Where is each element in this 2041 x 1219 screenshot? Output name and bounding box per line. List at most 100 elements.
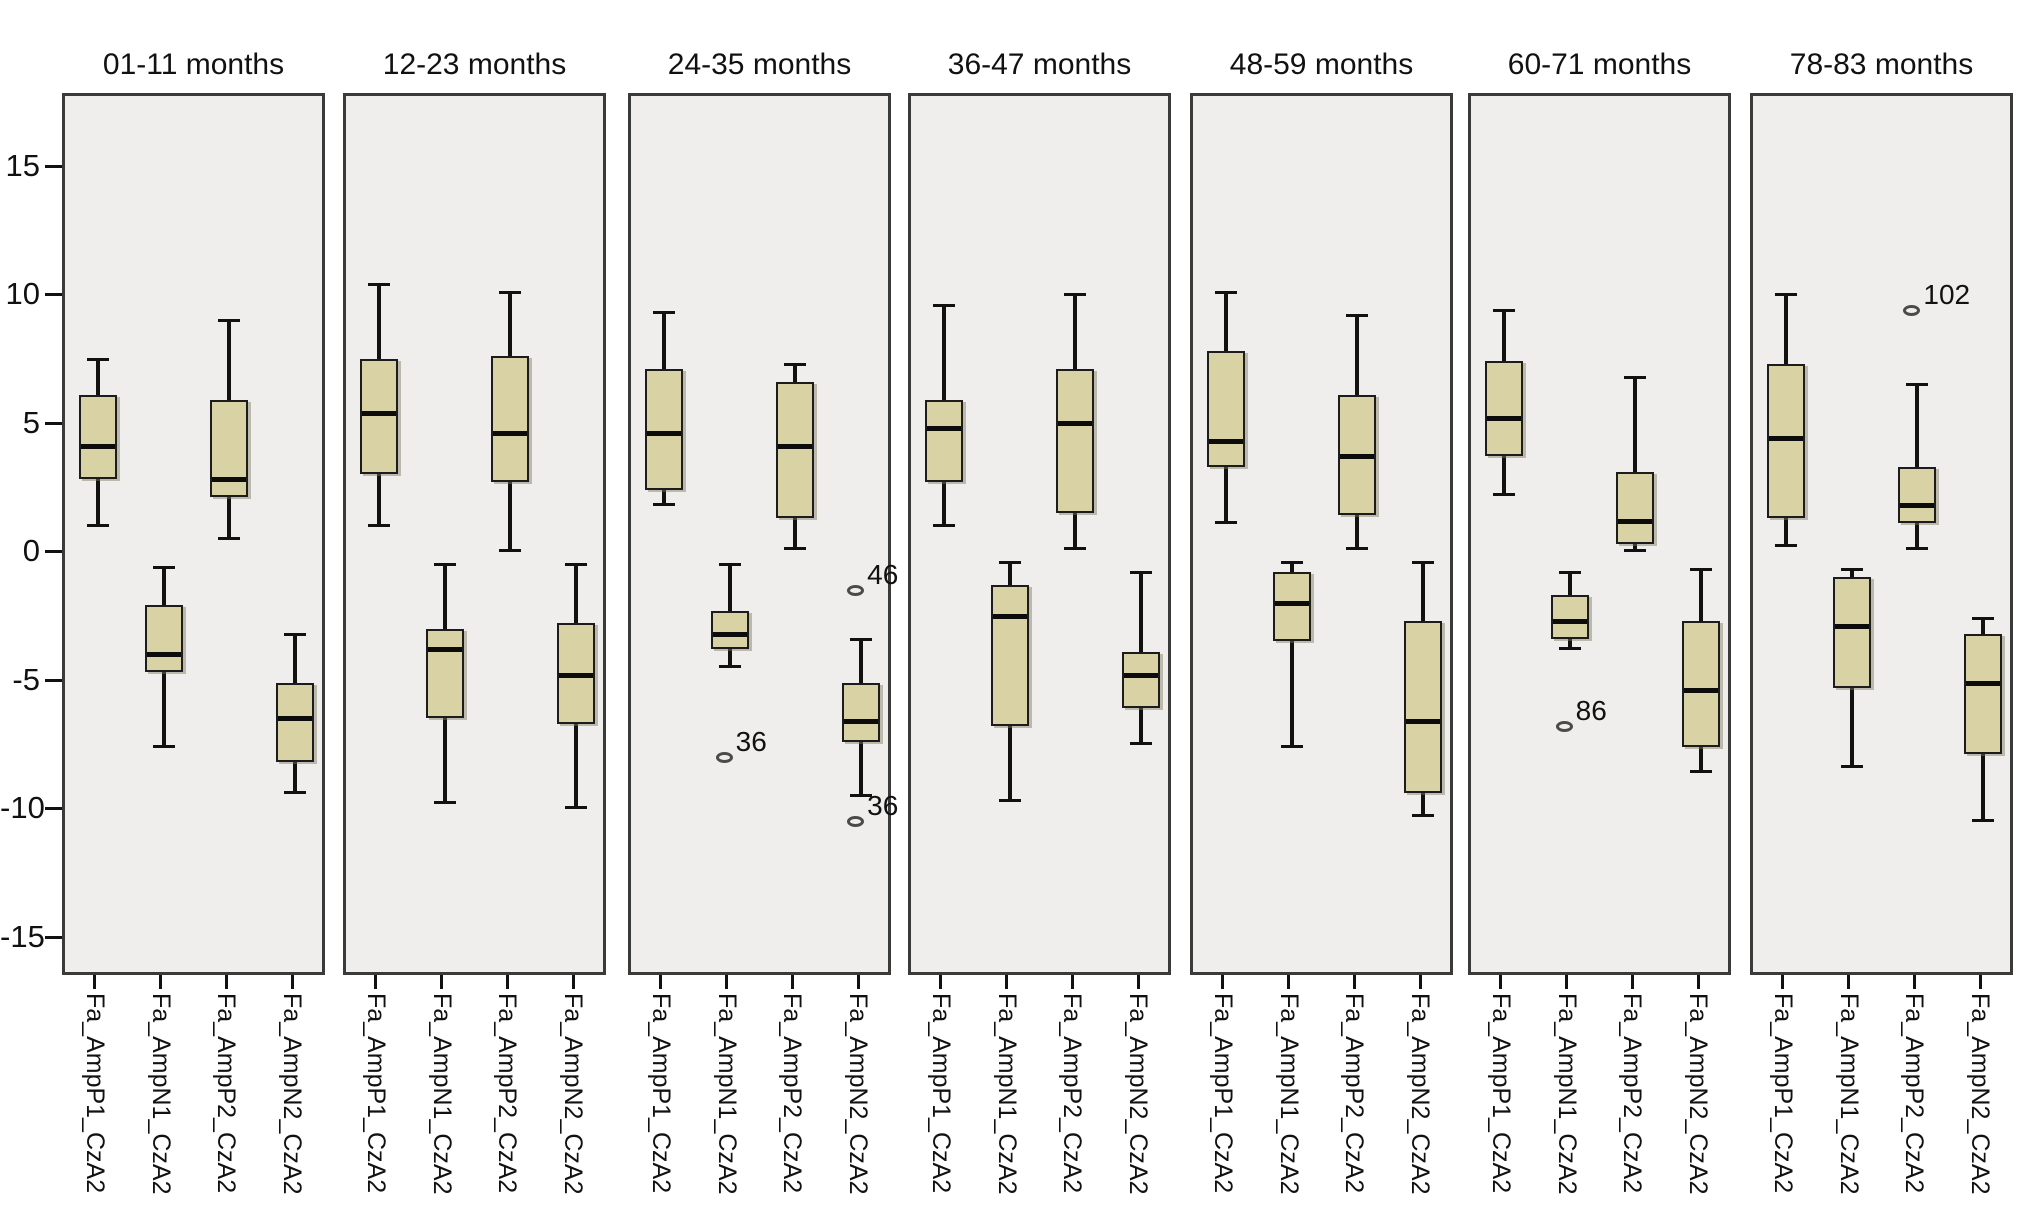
y-axis-tick-mark (45, 293, 62, 296)
whisker-cap-top (1064, 293, 1087, 297)
whisker-cap-bottom (218, 536, 241, 540)
whisker-cap-bottom (1624, 549, 1647, 553)
category-label: Fa_AmpP2_CzA2 (212, 993, 241, 1194)
category-tick-mark (1978, 975, 1982, 989)
whisker-cap-top (784, 362, 807, 366)
box-rect (144, 605, 183, 673)
whisker-cap-top (1624, 375, 1647, 379)
panel-title: 36-47 months (947, 48, 1132, 81)
category-tick-mark (725, 975, 729, 989)
y-axis-tick-label: 5 (22, 404, 40, 440)
box-rect (1484, 361, 1523, 457)
box-rect (1964, 633, 2003, 755)
category-tick-mark (1630, 975, 1634, 989)
whisker-cap-top (1840, 568, 1863, 572)
category-tick-mark (440, 975, 444, 989)
median-line (427, 647, 462, 653)
whisker-cap-top (86, 357, 109, 361)
category-label: Fa_AmpN2_CzA2 (1684, 993, 1713, 1195)
category-tick-mark (1221, 975, 1225, 989)
category-label: Fa_AmpN2_CzA2 (1966, 993, 1995, 1195)
category-label: Fa_AmpN1_CzA2 (1274, 993, 1303, 1195)
whisker-cap-bottom (86, 523, 109, 527)
whisker-cap-bottom (433, 801, 456, 805)
category-tick-mark (939, 975, 943, 989)
box-rect (1206, 350, 1245, 467)
median-line (212, 477, 247, 483)
outlier-circle (1555, 721, 1573, 733)
median-line (1552, 618, 1587, 624)
category-tick-mark (290, 975, 294, 989)
category-label: Fa_AmpP2_CzA2 (1058, 993, 1087, 1194)
category-tick-mark (1136, 975, 1140, 989)
whisker-cap-bottom (1972, 819, 1995, 823)
category-label: Fa_AmpN1_CzA2 (146, 993, 175, 1195)
box-rect (425, 628, 464, 719)
category-label: Fa_AmpN2_CzA2 (559, 993, 588, 1195)
box-rect (1898, 466, 1937, 524)
whisker-cap-top (1972, 617, 1995, 621)
whisker-cap-top (433, 563, 456, 567)
box-rect (710, 610, 749, 650)
category-tick-mark (1499, 975, 1503, 989)
median-line (1406, 719, 1441, 725)
median-line (1966, 680, 2001, 686)
whisker-cap-bottom (718, 665, 741, 669)
median-line (146, 652, 181, 658)
whisker-cap-bottom (1774, 544, 1797, 548)
whisker-cap-top (1558, 570, 1581, 574)
category-tick-mark (659, 975, 663, 989)
y-axis-tick-mark (45, 550, 62, 553)
median-line (844, 719, 879, 725)
whisker-cap-bottom (784, 546, 807, 550)
category-label: Fa_AmpP1_CzA2 (926, 993, 955, 1194)
whisker-cap-top (1346, 313, 1369, 317)
category-label: Fa_AmpP2_CzA2 (1340, 993, 1369, 1194)
box-rect (491, 356, 530, 483)
outlier-label: 46 (867, 558, 899, 590)
category-tick-mark (374, 975, 378, 989)
median-line (1058, 420, 1093, 426)
median-line (646, 431, 681, 437)
whisker-line (1633, 376, 1638, 552)
category-label: Fa_AmpN1_CzA2 (427, 993, 456, 1195)
panel (343, 93, 606, 975)
panel (908, 93, 1171, 975)
panel-title: 78-83 months (1789, 48, 1974, 81)
median-line (493, 431, 528, 437)
outlier-circle (847, 584, 865, 596)
whisker-cap-top (1690, 568, 1713, 572)
category-tick-mark (1352, 975, 1356, 989)
category-tick-mark (1005, 975, 1009, 989)
whisker-cap-bottom (565, 806, 588, 810)
category-label: Fa_AmpP1_CzA2 (1486, 993, 1515, 1194)
category-label: Fa_AmpP2_CzA2 (1618, 993, 1647, 1194)
category-label: Fa_AmpP2_CzA2 (493, 993, 522, 1194)
median-line (1340, 454, 1375, 460)
y-axis-tick-label: -5 (12, 661, 40, 697)
whisker-cap-bottom (998, 798, 1021, 802)
box-rect (842, 682, 881, 742)
box-rect (359, 358, 398, 475)
whisker-cap-bottom (1130, 742, 1153, 746)
median-line (1834, 623, 1869, 629)
outlier-label: 36 (867, 790, 899, 822)
whisker-cap-top (850, 637, 873, 641)
whisker-cap-bottom (850, 793, 873, 797)
whisker-cap-top (718, 563, 741, 567)
category-label: Fa_AmpN1_CzA2 (1552, 993, 1581, 1195)
whisker-cap-top (1280, 560, 1303, 564)
whisker-cap-bottom (1906, 546, 1929, 550)
category-tick-mark (93, 975, 97, 989)
whisker-cap-bottom (1346, 546, 1369, 550)
box-rect (924, 399, 963, 483)
whisker-line (1289, 561, 1294, 747)
y-axis-tick-label: -15 (0, 918, 45, 954)
category-label: Fa_AmpN2_CzA2 (844, 993, 873, 1195)
category-tick-mark (505, 975, 509, 989)
whisker-cap-top (218, 319, 241, 323)
whisker-cap-top (152, 565, 175, 569)
category-tick-mark (790, 975, 794, 989)
category-label: Fa_AmpN1_CzA2 (712, 993, 741, 1195)
